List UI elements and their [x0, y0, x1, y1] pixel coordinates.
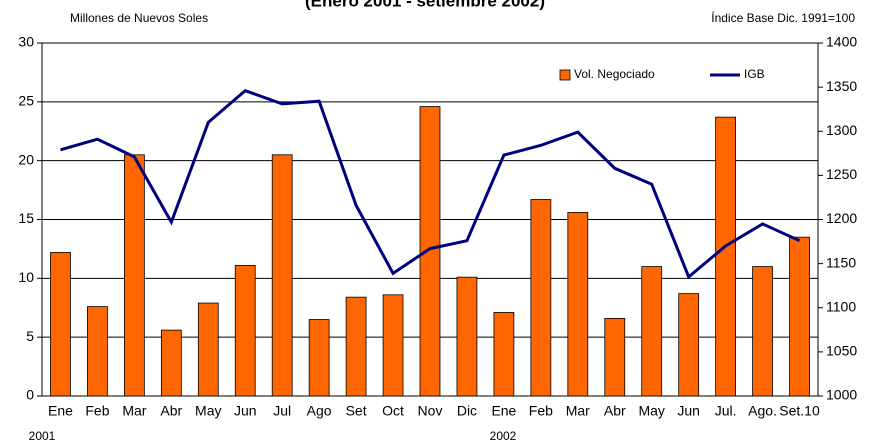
bar — [493, 312, 515, 397]
y-tick-label: 10 — [18, 269, 34, 285]
bar — [87, 306, 108, 397]
bar — [678, 293, 700, 397]
y2-axis-label: Índice Base Dic. 1991=100 — [711, 10, 855, 25]
x-tick-label: Ene — [48, 403, 73, 419]
x-tick-label: May — [638, 403, 664, 419]
bar — [345, 296, 367, 397]
y2-tick-label: 1300 — [826, 122, 857, 138]
bar — [419, 106, 441, 397]
legend-label: IGB — [744, 67, 765, 81]
x-tick-label: Ago — [307, 403, 332, 419]
x-tick-label: Feb — [85, 403, 109, 419]
bar — [604, 317, 626, 397]
year-label: 2001 — [29, 429, 56, 443]
year-label: 2002 — [490, 429, 517, 443]
x-tick-label: Jul — [273, 403, 291, 419]
x-tick-label: Ago. — [748, 403, 777, 419]
bar — [160, 329, 182, 397]
bar — [456, 276, 478, 397]
y-axis-label: Millones de Nuevos Soles — [70, 11, 208, 25]
line — [60, 88, 801, 280]
x-tick-label: Dic — [457, 403, 477, 419]
bar — [308, 319, 330, 397]
y-tick-label: 20 — [18, 151, 34, 167]
x-tick-label: Oct — [382, 403, 404, 419]
bar — [382, 294, 404, 397]
x-tick-label: May — [195, 403, 221, 419]
y-tick-label: 0 — [26, 387, 34, 403]
chart-title: (Enero 2001 - setiembre 2002) — [305, 0, 545, 10]
y2-tick-label: 1200 — [826, 210, 857, 226]
x-tick-label: Mar — [122, 403, 146, 419]
y2-tick-label: 1050 — [826, 343, 857, 359]
x-tick-label: Jun — [677, 403, 700, 419]
x-tick-label: Abr — [160, 403, 182, 419]
y-tick-label: 5 — [26, 328, 34, 344]
bar — [567, 212, 589, 397]
bar — [530, 199, 552, 397]
legend-label: Vol. Negociado — [574, 67, 655, 81]
y2-tick-label: 1350 — [826, 78, 857, 94]
y-tick-label: 30 — [18, 34, 34, 50]
x-tick-label: Jul. — [715, 403, 737, 419]
x-tick-label: Set.10 — [779, 403, 820, 419]
y2-tick-label: 1000 — [826, 387, 857, 403]
x-tick-label: Jun — [234, 403, 257, 419]
y2-tick-label: 1100 — [826, 298, 856, 314]
bar — [234, 264, 256, 397]
y-tick-label: 15 — [18, 210, 34, 226]
y-tick-label: 25 — [18, 93, 34, 109]
x-tick-label: Abr — [604, 403, 626, 419]
x-tick-label: Ene — [491, 403, 516, 419]
bar — [271, 154, 293, 397]
x-tick-label: Feb — [529, 403, 553, 419]
x-tick-label: Nov — [418, 403, 443, 419]
bar — [197, 302, 219, 397]
bar — [124, 154, 145, 397]
x-tick-label: Set — [346, 403, 367, 419]
bar — [789, 236, 810, 397]
bar — [641, 266, 663, 397]
legend-swatch — [559, 69, 571, 81]
x-tick-label: Mar — [566, 403, 590, 419]
y2-tick-label: 1250 — [826, 166, 857, 182]
bar — [50, 252, 71, 397]
bar — [752, 266, 773, 397]
bar — [715, 116, 736, 397]
y2-tick-label: 1150 — [826, 254, 856, 270]
y2-tick-label: 1400 — [826, 34, 857, 50]
